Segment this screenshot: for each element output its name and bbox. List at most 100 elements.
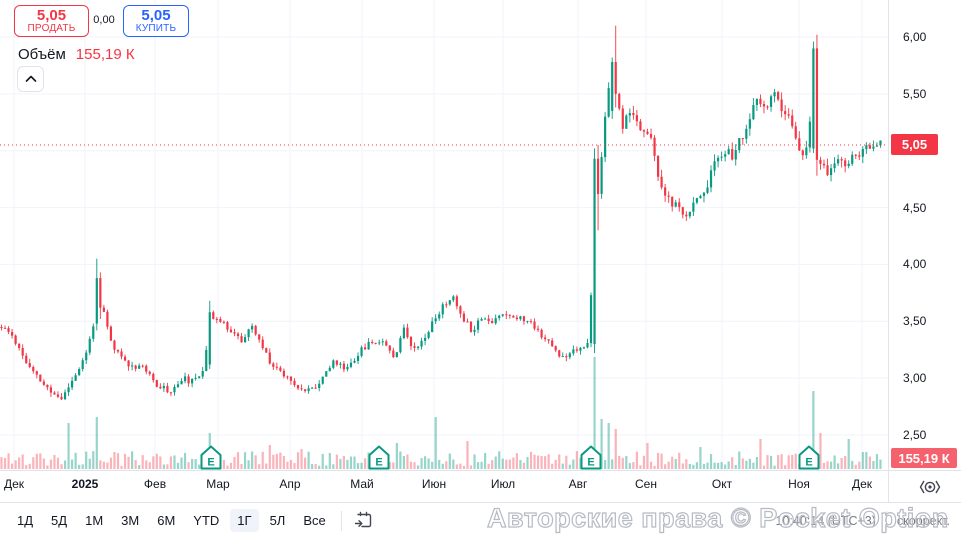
volume-bar xyxy=(424,456,427,469)
candle-body xyxy=(39,374,42,382)
volume-bar xyxy=(476,462,480,469)
candle-body xyxy=(311,387,314,389)
candle-body xyxy=(607,88,610,117)
candle-body xyxy=(480,319,483,321)
earnings-marker[interactable]: E xyxy=(200,445,222,470)
candle-body xyxy=(222,321,225,323)
volume-bar xyxy=(314,464,317,469)
candle-body xyxy=(452,296,455,301)
candle-body xyxy=(713,161,716,171)
time-tick-label: Июл xyxy=(490,477,516,491)
volume-bar xyxy=(296,452,300,469)
time-tick-label: Авг xyxy=(568,477,588,491)
candle-body xyxy=(649,133,653,138)
price-tick-label: 4,50 xyxy=(903,200,927,215)
volume-bar xyxy=(579,457,582,469)
earnings-marker[interactable]: E xyxy=(798,445,820,470)
candle-body xyxy=(388,345,391,351)
volume-bar xyxy=(554,459,557,469)
candle-body xyxy=(212,312,215,319)
candle-body xyxy=(229,329,233,333)
candle-body xyxy=(582,347,586,349)
range-button-6М[interactable]: 6М xyxy=(157,513,176,528)
volume-bar xyxy=(738,451,741,469)
volume-bar xyxy=(420,458,423,469)
candle-body xyxy=(667,195,670,197)
time-axis[interactable]: Дек 2025 Фев Мар Апр Май Июн Июл Авг Сен Окт Ноя Дек xyxy=(0,471,888,502)
candle-body xyxy=(780,99,783,112)
candle-body xyxy=(342,363,346,370)
volume-bar xyxy=(342,456,346,469)
candle-body xyxy=(381,341,384,343)
volume-bar xyxy=(346,459,349,469)
volume-bar xyxy=(173,455,176,469)
candle-body xyxy=(321,376,324,384)
candle-body xyxy=(469,321,473,332)
buy-button[interactable]: 5,05 КУПИТЬ xyxy=(123,5,189,37)
volume-bar xyxy=(879,459,882,469)
candle-body xyxy=(7,328,10,332)
candle-body xyxy=(653,137,656,156)
range-button-1М[interactable]: 1М xyxy=(85,513,104,528)
volume-bar xyxy=(681,463,684,469)
sell-label: ПРОДАТЬ xyxy=(27,22,76,34)
volume-bar xyxy=(452,459,455,469)
candle-body xyxy=(194,377,197,379)
volume-bar xyxy=(561,463,564,469)
volume-bar xyxy=(787,455,790,469)
clock-timezone-button[interactable]: 10:40:14 (UTC+3) xyxy=(775,514,876,528)
goto-date-button[interactable] xyxy=(350,509,378,533)
adjusted-data-toggle[interactable]: скоррект. xyxy=(896,514,950,528)
volume-bar xyxy=(406,454,409,469)
earnings-marker[interactable]: E xyxy=(368,445,390,470)
candle-body xyxy=(392,350,395,358)
range-button-Все[interactable]: Все xyxy=(303,513,326,528)
volume-bar xyxy=(413,462,416,469)
candle-body xyxy=(681,207,684,215)
volume-bar xyxy=(363,458,367,469)
volume-bar xyxy=(625,456,628,469)
volume-bar xyxy=(462,465,466,469)
range-button-YTD[interactable]: YTD xyxy=(193,513,220,528)
volume-bar xyxy=(353,456,356,469)
range-button-3М[interactable]: 3М xyxy=(121,513,140,528)
candle-body xyxy=(826,165,829,176)
range-button-1Г[interactable]: 1Г xyxy=(230,509,259,532)
candle-body xyxy=(127,360,130,367)
volume-bar xyxy=(529,451,533,469)
range-button-1Д[interactable]: 1Д xyxy=(17,513,34,528)
candle-body xyxy=(406,327,409,338)
volume-bar xyxy=(618,456,621,469)
candle-body xyxy=(385,341,388,346)
candle-body xyxy=(498,315,501,319)
candle-body xyxy=(427,332,430,338)
collapse-legend-button[interactable] xyxy=(17,66,44,92)
candle-body xyxy=(466,321,469,323)
candle-body xyxy=(812,48,815,149)
candle-body xyxy=(88,338,91,353)
candle-body xyxy=(233,332,236,334)
volume-bar xyxy=(191,458,194,469)
price-tick-label: 5,50 xyxy=(903,86,927,101)
candle-body xyxy=(420,340,423,347)
volume-bar xyxy=(844,455,847,469)
candle-body xyxy=(724,154,727,157)
volume-bar xyxy=(445,461,448,469)
range-button-5Д[interactable]: 5Д xyxy=(51,513,68,528)
candle-body xyxy=(286,376,289,378)
candle-body xyxy=(847,163,850,167)
candle-body xyxy=(618,93,621,109)
range-button-5Л[interactable]: 5Л xyxy=(269,513,286,528)
price-axis[interactable]: 5,05 155,19 К 6,00 5,50 4,50 4,00 3,50 3,00 2,… xyxy=(889,0,961,470)
candle-body xyxy=(791,115,794,127)
candle-body xyxy=(187,376,190,384)
candle-body xyxy=(798,138,801,151)
sell-button[interactable]: 5,05 ПРОДАТЬ xyxy=(14,5,89,37)
earnings-marker[interactable]: E xyxy=(580,445,602,470)
candle-body xyxy=(191,378,194,384)
scales-settings-button[interactable] xyxy=(917,477,943,497)
candle-body xyxy=(699,195,702,199)
candle-body xyxy=(706,187,709,193)
volume-bar xyxy=(614,429,617,469)
